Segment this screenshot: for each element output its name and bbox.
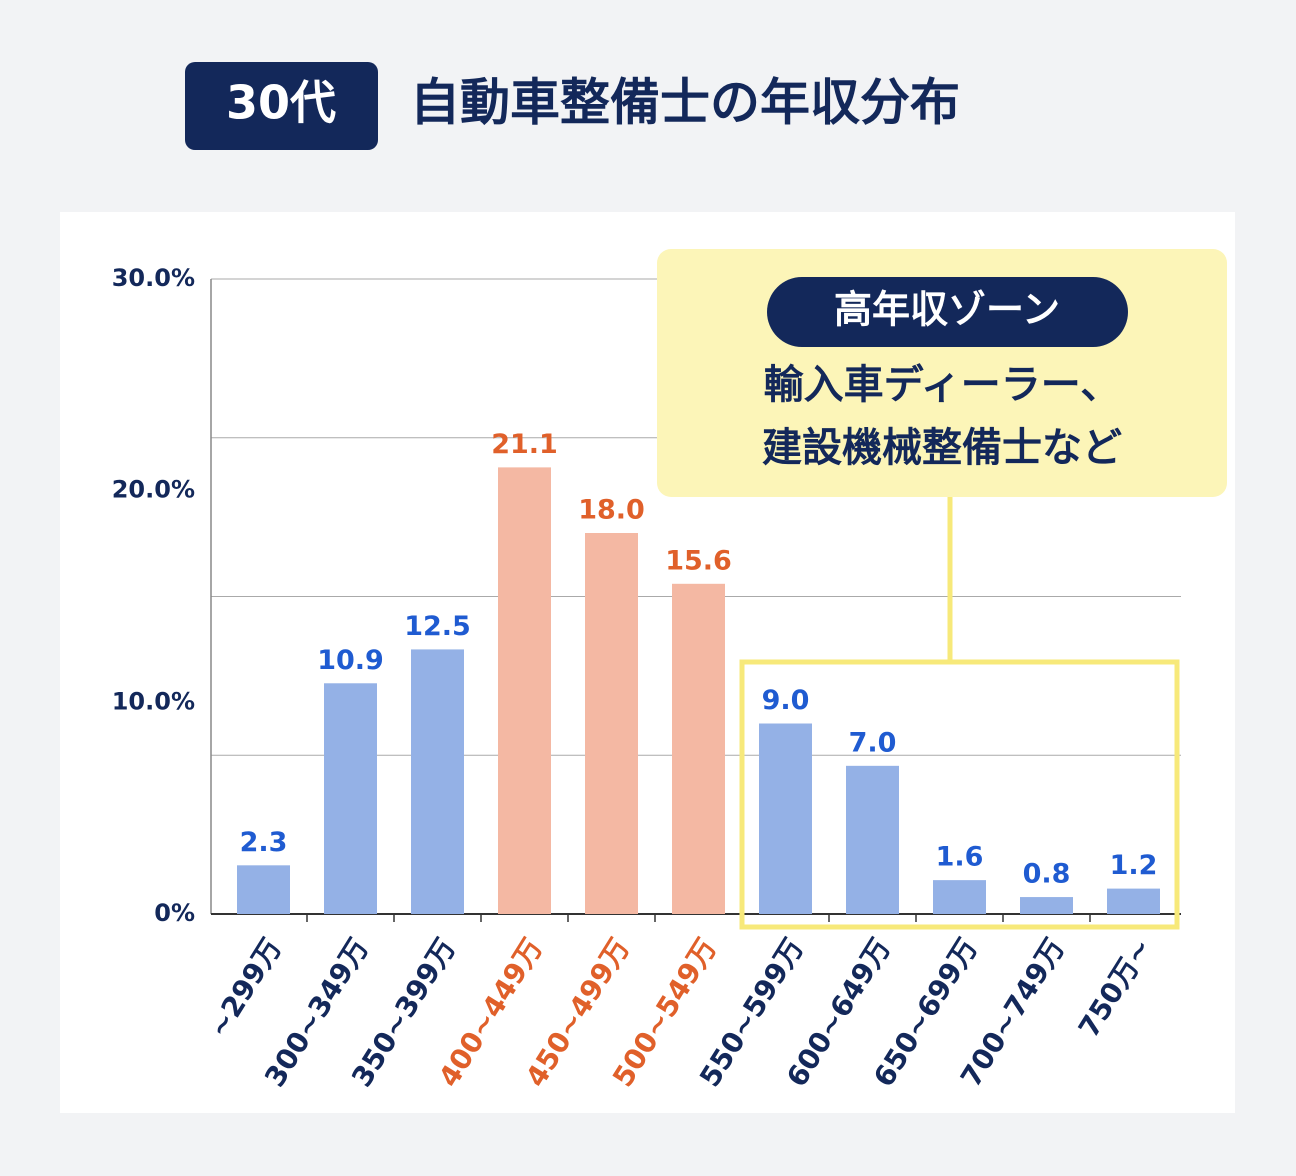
- y-tick-label: 0%: [154, 899, 195, 927]
- bar: [672, 583, 725, 914]
- value-label: 18.0: [578, 495, 645, 526]
- value-label: 15.6: [665, 545, 732, 576]
- value-label: 7.0: [849, 727, 897, 758]
- y-tick-label: 10.0%: [112, 687, 195, 715]
- bar: [324, 683, 377, 914]
- value-label: 10.9: [317, 645, 384, 676]
- bar: [237, 865, 290, 914]
- y-tick-label: 30.0%: [112, 264, 195, 292]
- value-label: 1.6: [936, 842, 984, 873]
- bar: [1020, 897, 1073, 914]
- bar: [585, 533, 638, 914]
- badge-text: 30代: [226, 76, 336, 130]
- value-label: 21.1: [491, 429, 558, 460]
- bar: [498, 467, 551, 914]
- highlight-frame: [739, 659, 1180, 930]
- value-label: 1.2: [1110, 850, 1158, 881]
- callout-line: 建設機械整備士など: [762, 425, 1122, 471]
- callout-tag-text: 高年収ゾーン: [834, 288, 1060, 332]
- bar: [933, 880, 986, 914]
- bar: [846, 765, 899, 914]
- callout-line: 輸入車ディーラー、: [764, 362, 1121, 408]
- bar: [411, 649, 464, 914]
- callout-tag: [767, 277, 1128, 347]
- value-label: 12.5: [404, 611, 471, 642]
- bar: [1107, 888, 1160, 914]
- value-label: 2.3: [240, 827, 288, 858]
- chart-title: 自動車整備士の年収分布: [410, 74, 960, 132]
- value-label: 9.0: [762, 685, 810, 716]
- value-label: 0.8: [1023, 859, 1071, 890]
- bar: [759, 723, 812, 914]
- y-tick-label: 20.0%: [112, 476, 195, 504]
- badge: [185, 62, 378, 150]
